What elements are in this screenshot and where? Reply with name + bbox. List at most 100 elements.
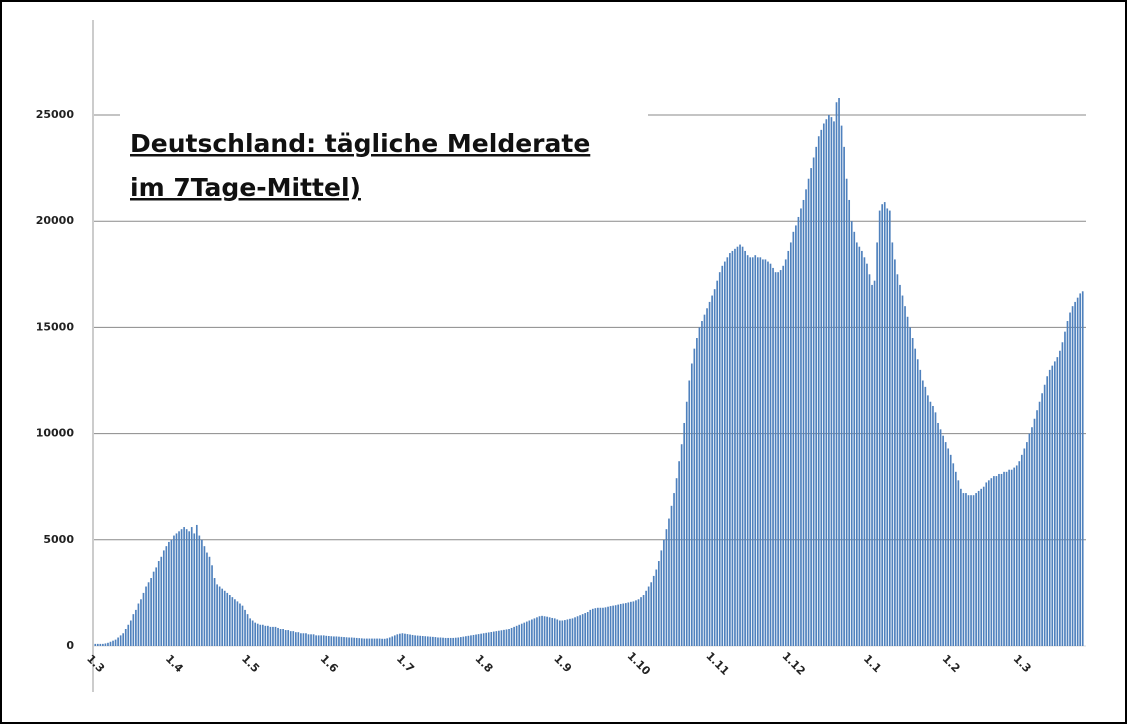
bar (640, 597, 642, 646)
bar (888, 210, 891, 646)
bar (109, 641, 112, 646)
bar (317, 635, 320, 646)
bar (320, 635, 323, 646)
bar (129, 620, 132, 646)
bar (980, 488, 983, 646)
bar (528, 620, 531, 646)
bar (734, 248, 736, 646)
bar (480, 633, 482, 646)
bar (1000, 473, 1003, 646)
bar (439, 637, 442, 646)
bar (206, 552, 208, 646)
bar (772, 267, 774, 646)
bar (284, 630, 287, 646)
bar (185, 529, 188, 646)
y-tick-label: 0 (66, 639, 74, 652)
bar (924, 386, 927, 646)
bar (292, 631, 295, 646)
bar (193, 533, 196, 646)
bar (726, 257, 729, 646)
bar (830, 117, 833, 646)
bar (1041, 393, 1043, 646)
bar (518, 624, 521, 646)
bar (322, 635, 325, 646)
bar (294, 632, 297, 646)
bar (886, 208, 889, 646)
bar (307, 634, 310, 646)
bar (1015, 465, 1018, 646)
bar (256, 623, 259, 646)
bar (894, 259, 896, 646)
bar (701, 321, 703, 646)
bar (168, 541, 170, 646)
bar (820, 129, 823, 647)
bar (663, 539, 665, 646)
bar (157, 561, 160, 646)
bar (706, 308, 708, 646)
bar (437, 637, 439, 646)
bar (553, 618, 556, 646)
bar (520, 623, 523, 646)
bar (1005, 471, 1008, 646)
bar (1066, 321, 1069, 646)
bar (424, 636, 427, 646)
bar (1036, 410, 1038, 646)
bar (739, 244, 741, 646)
bar (566, 619, 569, 646)
bar (967, 495, 970, 646)
bar (327, 636, 330, 646)
bar (452, 637, 455, 646)
bar (213, 578, 216, 646)
bar (261, 624, 264, 646)
bar (947, 448, 950, 646)
bar (756, 257, 759, 646)
bar (335, 636, 338, 646)
bar (972, 495, 975, 646)
bar (1059, 350, 1061, 646)
bar (246, 614, 249, 646)
bar (419, 635, 422, 646)
bar (769, 263, 772, 646)
bar (409, 634, 411, 646)
bar (914, 348, 917, 646)
bar (279, 629, 282, 646)
bar (873, 280, 876, 646)
bar (609, 606, 612, 646)
bar (589, 609, 592, 646)
bar (617, 604, 620, 646)
bar (853, 231, 856, 646)
bar (911, 338, 914, 646)
bar (642, 595, 645, 646)
bar (762, 259, 764, 646)
bar (340, 636, 343, 646)
bar (353, 637, 356, 646)
bar (1051, 365, 1054, 646)
bar (632, 601, 635, 646)
bar (942, 435, 944, 646)
bar (929, 401, 932, 646)
bar (678, 461, 680, 646)
bar (802, 199, 805, 646)
bar (970, 495, 972, 646)
bar (901, 295, 904, 646)
bar (612, 605, 614, 646)
bar (312, 634, 315, 646)
bar (721, 265, 724, 646)
bar (127, 624, 130, 646)
bar (429, 636, 432, 646)
bar-layer (94, 98, 1084, 647)
bar (1046, 376, 1049, 646)
bar (348, 637, 350, 646)
y-tick-label: 20000 (36, 214, 75, 227)
bar (393, 635, 396, 646)
bar (635, 600, 637, 646)
bar (343, 637, 345, 646)
bar (477, 634, 480, 646)
bar (536, 617, 538, 646)
bar (360, 638, 363, 646)
bar (1008, 469, 1010, 646)
bar (774, 272, 777, 646)
bar (1020, 454, 1023, 646)
bar (525, 621, 528, 646)
